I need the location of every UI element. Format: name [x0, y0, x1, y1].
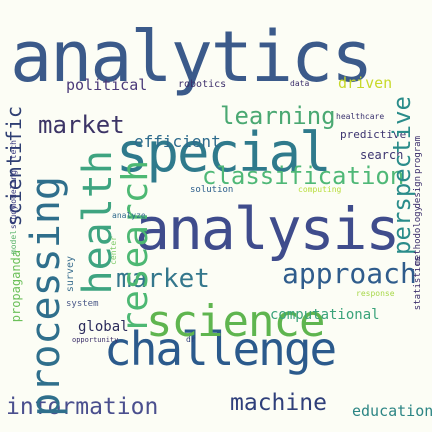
word-research: research: [115, 160, 156, 334]
word-search: search: [360, 148, 404, 162]
word-health: health: [75, 150, 121, 295]
word-computing: computing: [298, 185, 342, 194]
word-program: program: [413, 136, 423, 174]
word-processing: processing: [23, 176, 69, 417]
word-information: information: [6, 394, 159, 420]
word-model: model: [9, 230, 18, 255]
word-analyze: analyze: [112, 211, 146, 220]
word-analytics: analytics: [10, 16, 373, 98]
word-propaganda: propaganda: [9, 250, 23, 323]
word-system: system: [66, 299, 99, 309]
word-machine: machine: [230, 390, 327, 416]
word-classification: classification: [202, 162, 405, 190]
word-computational: computational: [270, 307, 380, 323]
word-study: study: [9, 205, 18, 230]
word-response: response: [356, 289, 395, 298]
word-predictive: predictive: [340, 128, 407, 141]
word-driven: driven: [338, 74, 393, 92]
word-opportunity: opportunity: [72, 336, 119, 344]
word-analysis: analysis: [135, 195, 400, 263]
word-approach: approach: [282, 257, 417, 290]
word-challenge: challenge: [104, 322, 337, 376]
word-learning: learning: [220, 102, 336, 130]
word-solution: solution: [190, 185, 234, 195]
word-healthcare: healthcare: [336, 112, 385, 121]
word-efficient: efficient: [134, 132, 221, 151]
word-center: center: [109, 236, 118, 265]
word-modeling: modeling: [9, 170, 18, 209]
word-robotics: robotics: [178, 79, 227, 90]
word-tech: tech: [9, 140, 18, 160]
word-science: science: [146, 296, 325, 347]
word-survey: survey: [65, 256, 76, 293]
word-perspective: perspective: [388, 96, 416, 255]
word-market: market: [116, 264, 210, 294]
word-education: education: [352, 402, 432, 420]
word-global: global: [78, 319, 129, 335]
word-special: special: [116, 121, 332, 184]
word-review: market: [38, 111, 125, 139]
word-statistics: statistics: [413, 256, 423, 311]
word-data: data: [290, 79, 310, 88]
word-dr: dr: [186, 335, 196, 344]
word-design: design: [413, 176, 423, 209]
word-political: political: [66, 76, 148, 94]
